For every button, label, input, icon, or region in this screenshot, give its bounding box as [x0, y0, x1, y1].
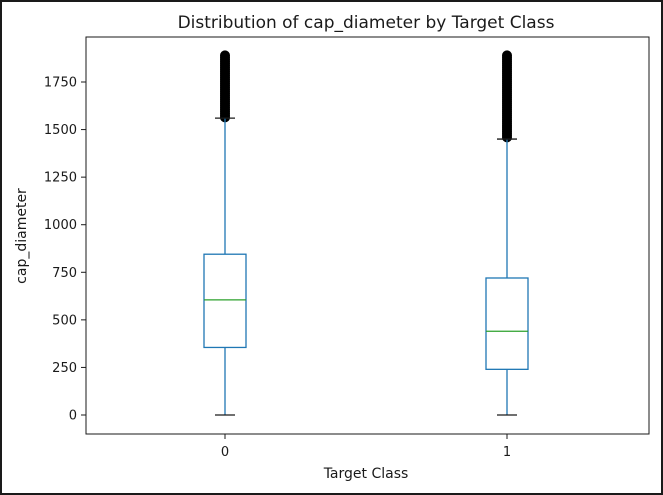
outlier-markers — [220, 50, 230, 123]
x-axis-label: Target Class — [323, 466, 409, 482]
iqr-box — [203, 253, 247, 349]
y-tick-label: 250 — [52, 361, 77, 376]
y-tick-label: 1250 — [44, 171, 77, 186]
y-axis: 0 250 500 750 1000 1250 1500 1750 — [44, 76, 86, 424]
y-tick-label: 1750 — [44, 76, 77, 91]
x-tick-label: 1 — [503, 445, 511, 460]
y-tick-label: 750 — [52, 266, 77, 281]
box-1 — [485, 50, 529, 416]
y-tick-label: 1000 — [44, 218, 77, 233]
iqr-box — [485, 277, 529, 370]
x-tick-label: 0 — [221, 445, 229, 460]
outlier-markers — [502, 50, 512, 143]
box-0 — [203, 50, 247, 416]
plot-area — [85, 36, 650, 435]
y-tick-label: 0 — [69, 409, 77, 424]
box-series — [203, 50, 529, 416]
y-axis-label: cap_diameter — [14, 188, 30, 284]
chart-title: Distribution of cap_diameter by Target C… — [178, 13, 555, 33]
y-tick-label: 500 — [52, 313, 77, 328]
y-tick-label: 1500 — [44, 123, 77, 138]
